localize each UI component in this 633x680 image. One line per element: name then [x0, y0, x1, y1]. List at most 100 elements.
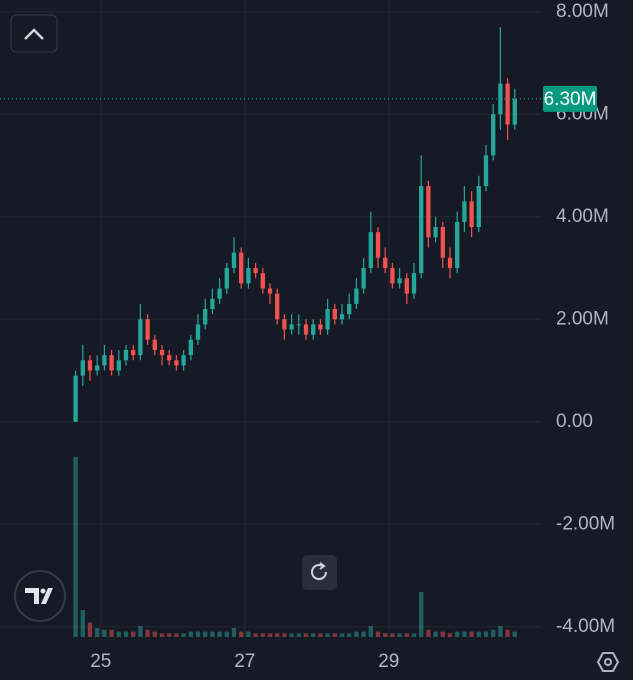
collapse-button[interactable]: [10, 14, 58, 53]
gear-hole: [604, 658, 612, 666]
candle-body: [246, 268, 251, 284]
candle-body: [368, 232, 373, 269]
volume-bar: [383, 633, 388, 637]
candle-body: [325, 309, 330, 330]
grid: [0, 0, 540, 637]
volume-bar: [138, 626, 143, 637]
volume-bar: [498, 626, 503, 637]
volume-bar: [145, 629, 150, 637]
volume-bar: [109, 629, 114, 637]
volume-bar: [231, 628, 237, 637]
volume-bar: [303, 633, 309, 637]
candle-body: [483, 155, 489, 187]
volume-bar: [347, 633, 352, 637]
logo-mark: [25, 588, 53, 604]
candle-body: [210, 298, 215, 310]
volume-bar: [275, 633, 280, 637]
volume-bar: [260, 633, 265, 637]
volume-bar: [217, 631, 222, 637]
volume-bar: [491, 629, 496, 637]
volume-bar: [332, 633, 337, 637]
candle-body: [231, 252, 237, 269]
x-tick-label: 29: [378, 651, 399, 672]
y-tick-label: -2.00M: [556, 513, 615, 534]
candles: [73, 27, 517, 422]
volume-bar: [419, 592, 424, 637]
volume-bar: [123, 631, 129, 637]
candle-body: [195, 324, 201, 340]
volume-bar: [131, 631, 136, 637]
volume-bar: [73, 457, 78, 637]
candle-body: [109, 355, 114, 371]
candle-body: [152, 339, 157, 351]
candle-body: [131, 350, 136, 356]
logo-dot: [40, 588, 46, 594]
volume-bar: [325, 633, 330, 637]
candle-body: [239, 252, 244, 284]
candle-body: [375, 232, 381, 258]
volume-bar: [246, 631, 251, 637]
volume-bar: [181, 633, 186, 637]
gear-icon: [596, 652, 620, 672]
candle-body: [404, 278, 409, 294]
volume-bar: [95, 628, 100, 637]
candle-body: [397, 278, 402, 284]
volume-bar: [483, 631, 489, 637]
last-price-box: [543, 85, 597, 112]
volume-bar: [447, 633, 453, 637]
volume-bar: [102, 629, 107, 637]
y-tick-label: 8.00M: [556, 1, 609, 22]
volume-bar: [390, 633, 395, 637]
candle-body: [318, 324, 323, 330]
candle-body: [383, 257, 388, 269]
candle-body: [116, 360, 121, 371]
logo[interactable]: [14, 570, 66, 622]
candle-body: [282, 319, 287, 330]
candle-body: [476, 186, 481, 228]
y-tick-label: 4.00M: [556, 206, 609, 227]
last-price-label: 6.30M: [544, 89, 597, 110]
volume-bar: [375, 631, 381, 637]
volume-bar: [354, 631, 359, 637]
volume-bar: [167, 633, 172, 637]
candle-body: [426, 186, 431, 238]
candle-body: [159, 350, 165, 356]
x-tick-label: 27: [234, 651, 255, 672]
volume-bar: [239, 631, 244, 637]
candle-body: [174, 360, 179, 366]
volume: [73, 457, 517, 637]
volume-bar: [159, 633, 165, 637]
candle-body: [253, 268, 258, 274]
candle-body: [289, 324, 294, 330]
candle-body: [433, 227, 438, 238]
volume-bar: [505, 629, 510, 637]
volume-bar: [174, 633, 179, 637]
reset-icon: [311, 564, 328, 581]
candle-body: [455, 221, 460, 269]
candle-body: [188, 339, 193, 356]
volume-bar: [224, 631, 229, 637]
reset-arrow: [319, 562, 326, 570]
volume-bar: [426, 629, 431, 637]
candle-body: [260, 273, 265, 289]
volume-bar: [296, 633, 301, 637]
volume-bar: [368, 626, 373, 637]
candle-body: [469, 201, 474, 228]
candle-body: [275, 293, 280, 320]
candle-body: [181, 355, 186, 366]
volume-bar: [440, 631, 445, 637]
reset-button[interactable]: [302, 555, 337, 590]
settings-button[interactable]: [596, 652, 620, 672]
candle-body: [440, 227, 445, 258]
candle-body: [224, 268, 229, 289]
volume-bar: [512, 631, 517, 637]
volume-bar: [116, 631, 121, 637]
volume-bar: [462, 631, 467, 637]
candle-body: [390, 268, 395, 284]
volume-bar: [210, 631, 215, 637]
candle-body: [512, 98, 517, 125]
volume-bar: [433, 631, 438, 637]
candle-body: [296, 324, 301, 326]
volume-bar: [152, 631, 157, 637]
